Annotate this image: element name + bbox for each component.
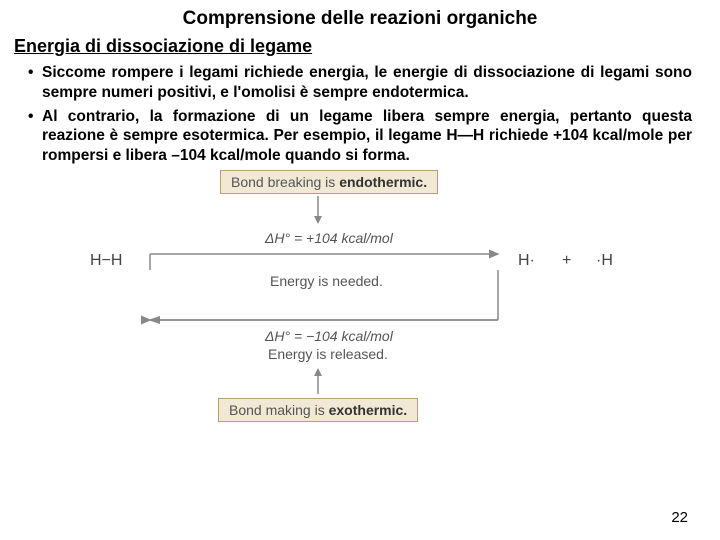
page-number: 22: [671, 509, 688, 526]
bullet-text: Al contrario, la formazione di un legame…: [42, 107, 692, 166]
list-item: • Siccome rompere i legami richiede ener…: [28, 63, 692, 103]
bullet-marker: •: [28, 107, 42, 166]
slide-subtitle: Energia di dissociazione di legame: [0, 36, 720, 63]
list-item: • Al contrario, la formazione di un lega…: [28, 107, 692, 166]
reaction-diagram: Bond breaking is endothermic. ΔH° = +104…: [90, 170, 650, 430]
bullet-marker: •: [28, 63, 42, 103]
slide-title: Comprensione delle reazioni organiche: [0, 0, 720, 36]
bullet-text: Siccome rompere i legami richiede energi…: [42, 63, 692, 103]
diagram-svg: [90, 170, 650, 430]
bullet-list: • Siccome rompere i legami richiede ener…: [0, 63, 720, 166]
